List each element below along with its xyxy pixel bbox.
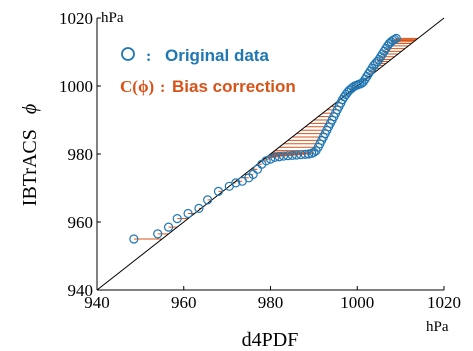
y-axis-title-group: IBTrACS ϕ [19, 104, 41, 206]
y-tick-label: 980 [68, 145, 94, 164]
data-point [231, 178, 241, 188]
data-point [389, 34, 400, 45]
identity-line [96, 17, 445, 291]
legend-original-marker [121, 47, 135, 61]
data-point [163, 222, 174, 232]
data-point [300, 149, 310, 159]
data-point [278, 151, 289, 161]
data-point [213, 186, 224, 196]
x-tick-label: 1020 [427, 293, 461, 312]
data-point [265, 154, 276, 164]
data-point [261, 156, 271, 166]
data-point [270, 152, 280, 162]
data-point [274, 152, 284, 162]
data-point [183, 208, 193, 219]
y-tick-label: 1020 [59, 9, 93, 28]
y-axis-title-symbol: ϕ [19, 104, 41, 114]
data-point [287, 150, 297, 160]
data-point [291, 150, 302, 160]
y-tick-label: 1000 [59, 77, 93, 96]
x-ticks: 940 960 980 1000 1020 [84, 286, 461, 312]
data-point [194, 203, 204, 213]
original-data-points [129, 33, 401, 244]
legend-original-sep: : [146, 48, 151, 65]
legend-original-label: Original data [165, 46, 269, 65]
bias-correction-lines [133, 37, 418, 240]
y-tick-label: 960 [68, 213, 94, 232]
y-tick-label: 940 [68, 281, 94, 300]
data-point [391, 33, 401, 44]
legend: : Original data C(ϕ) : Bias correction [120, 46, 296, 96]
legend-correction-marker: C(ϕ) [120, 77, 154, 96]
data-point [129, 234, 139, 244]
data-point [203, 195, 213, 205]
y-axis-title: IBTrACS ϕ [19, 104, 41, 206]
x-axis-title: d4PDF [242, 329, 299, 351]
data-point [153, 229, 163, 239]
x-tick-label: 940 [84, 293, 110, 312]
x-unit-label: hPa [426, 319, 449, 335]
y-unit-label: hPa [101, 10, 124, 26]
legend-correction-label: Bias correction [172, 77, 296, 96]
data-point [283, 151, 293, 161]
data-point [172, 214, 182, 224]
x-tick-label: 960 [171, 293, 197, 312]
y-axis-title-text: IBTrACS [19, 129, 41, 206]
legend-correction-sep: : [160, 79, 165, 96]
x-tick-label: 1000 [340, 293, 374, 312]
y-ticks: 940 960 980 1000 1020 [59, 9, 101, 300]
x-tick-label: 980 [258, 293, 284, 312]
